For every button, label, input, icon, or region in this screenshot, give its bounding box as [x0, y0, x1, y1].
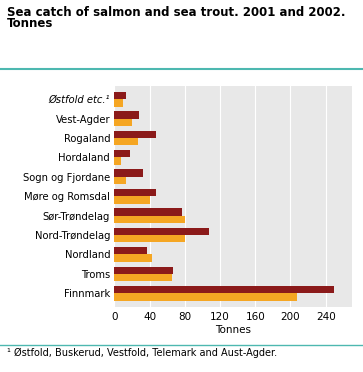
Bar [114, 189, 156, 196]
Bar [114, 235, 185, 243]
Bar [114, 266, 174, 274]
Bar [114, 196, 150, 203]
Bar [114, 99, 123, 106]
Bar [114, 150, 130, 157]
Text: Tonnes: Tonnes [7, 17, 54, 30]
Bar [114, 119, 132, 126]
Bar [114, 92, 126, 99]
Bar [114, 293, 297, 301]
Bar [114, 247, 147, 254]
Bar [114, 254, 152, 262]
Bar [114, 111, 139, 119]
Bar [114, 138, 138, 145]
Bar [114, 228, 209, 235]
Bar [114, 216, 185, 223]
Bar [114, 286, 334, 293]
Text: ¹ Østfold, Buskerud, Vestfold, Telemark and Aust-Agder.: ¹ Østfold, Buskerud, Vestfold, Telemark … [7, 348, 277, 358]
Bar [114, 131, 156, 138]
Text: Sea catch of salmon and sea trout. 2001 and 2002.: Sea catch of salmon and sea trout. 2001 … [7, 6, 346, 19]
Bar [114, 208, 182, 216]
Bar [114, 274, 172, 281]
Bar [114, 169, 143, 177]
Bar [114, 177, 126, 184]
Bar [114, 157, 121, 165]
X-axis label: Tonnes: Tonnes [215, 324, 251, 334]
